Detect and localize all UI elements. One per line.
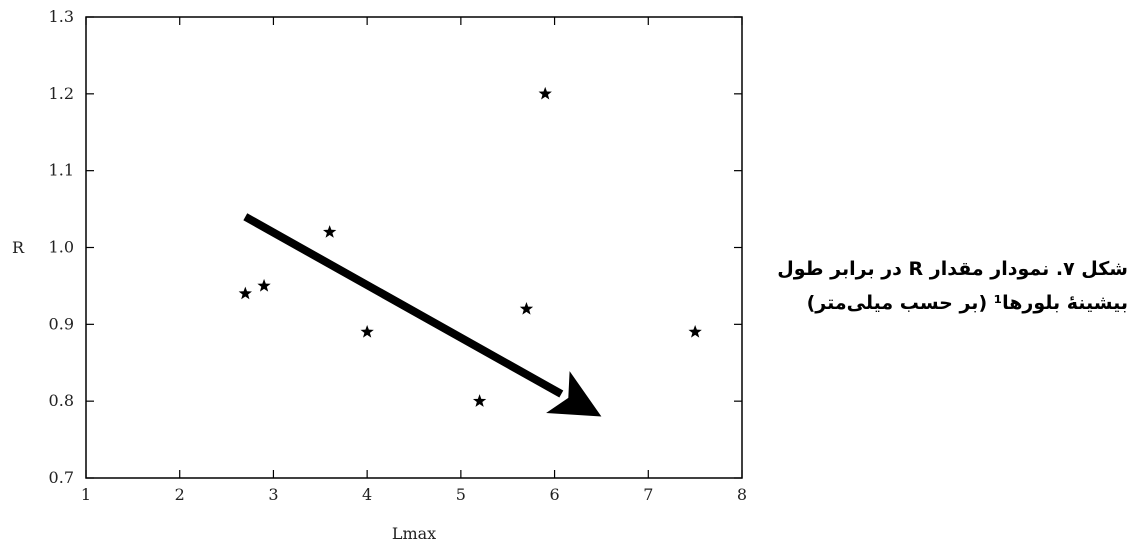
data-point <box>538 86 552 100</box>
x-tick-label: 5 <box>456 485 466 504</box>
data-points <box>238 86 702 407</box>
x-tick-label: 8 <box>737 485 747 504</box>
y-axis-title: R <box>12 238 25 257</box>
y-tick-label: 0.8 <box>49 391 74 410</box>
y-tick-label: 0.7 <box>49 468 74 487</box>
y-tick-label: 1.3 <box>49 7 74 26</box>
y-tick-label: 0.9 <box>49 314 74 333</box>
data-point <box>238 286 252 300</box>
trend-arrow-shaft <box>243 213 564 398</box>
y-tick-label: 1.1 <box>49 161 74 180</box>
x-tick-label: 4 <box>362 485 372 504</box>
data-point <box>519 301 534 315</box>
axis-tick-labels: 1 2 3 4 5 6 7 8 0.7 0.8 0.9 1.0 1.1 1.2 1.3 <box>49 7 748 504</box>
axis-ticks <box>85 16 743 479</box>
x-tick-label: 2 <box>175 485 185 504</box>
x-tick-label: 1 <box>81 485 91 504</box>
caption-line-1: شکل ۷. نمودار مقدار R در برابر طول <box>777 258 1128 280</box>
data-point <box>472 394 487 407</box>
x-tick-label: 7 <box>643 485 653 504</box>
y-tick-label: 1.2 <box>49 84 74 103</box>
data-point <box>257 278 271 292</box>
figure-caption: شکل ۷. نمودار مقدار R در برابر طول بیشین… <box>748 252 1128 320</box>
trend-arrow <box>243 213 602 417</box>
x-tick-label: 6 <box>549 485 559 504</box>
x-axis-title: Lmax <box>392 524 436 543</box>
caption-line-2: بیشینهٔ بلورها¹ (بر حسب میلی‌متر) <box>806 292 1128 314</box>
data-point <box>323 225 337 238</box>
x-tick-label: 3 <box>268 485 278 504</box>
data-point <box>360 325 374 338</box>
data-point <box>688 325 702 338</box>
trend-arrow-head <box>546 371 602 417</box>
y-tick-label: 1.0 <box>49 238 74 257</box>
plot-area-frame <box>85 16 743 479</box>
